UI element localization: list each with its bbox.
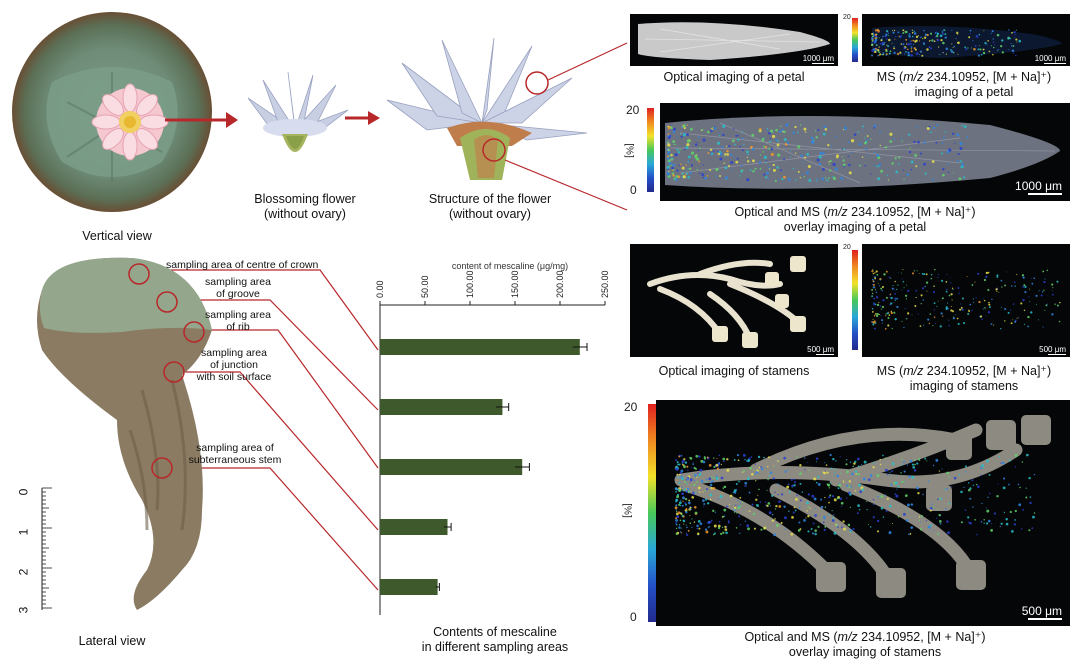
stamen-ms-caption: MS (m/z 234.10952, [M + Na]⁺) imaging of… — [876, 364, 1052, 393]
chart-x-axis-label: content of mescaline (μg/mg) — [451, 261, 569, 271]
stamen-overlay-colorbar — [648, 404, 656, 622]
stamen-overlay-scalebar: 500 μm — [1021, 604, 1062, 620]
petal-overlay-image: 1000 μm — [660, 103, 1070, 201]
chart-x-tick-label: 100.00 — [465, 270, 475, 298]
stamen-optical-scalebar: 500 μm — [807, 344, 834, 355]
cactus-ribs — [46, 67, 178, 182]
stamen-optical-image: 500 μm — [630, 244, 838, 357]
petal-overlay-colorbar-unit: [%] — [623, 143, 635, 158]
stamen-overlay-colorbar-unit: [%] — [621, 503, 633, 518]
sampling-label-groove: sampling area of groove — [205, 276, 271, 300]
petal-ms-caption: MS (m/z 234.10952, [M + Na]⁺) imaging of… — [876, 70, 1052, 99]
ruler-label-1: 1 — [16, 528, 31, 536]
petal-ms-image: 1000 μm — [862, 14, 1070, 66]
petal-overlay-colorbar — [647, 108, 654, 192]
chart-x-tick-label: 150.00 — [510, 270, 520, 298]
chart-bar — [380, 519, 448, 535]
sampling-label-stem: sampling area of subterraneous stem — [188, 442, 282, 466]
sampling-label-junction: sampling area of junction with soil surf… — [196, 347, 272, 383]
stamen-ms-scalebar: 500 μm — [1039, 344, 1066, 355]
blossoming-flower-caption: Blossoming flower (without ovary) — [254, 192, 356, 221]
petal-overlay-colorbar-min: 0 — [630, 183, 637, 197]
chart-x-tick-label: 200.00 — [555, 270, 565, 298]
chart-bar — [380, 579, 438, 595]
petal-optical-image: 1000 μm — [630, 14, 838, 66]
chart-caption: Contents of mescaline in different sampl… — [421, 625, 569, 654]
stamen-ms-colorbar — [852, 250, 858, 350]
stamen-overlay-caption: Optical and MS (m/z 234.10952, [M + Na]⁺… — [744, 630, 986, 659]
sampling-label-crown: sampling area of centre of crown — [166, 259, 319, 271]
lateral-view-caption: Lateral view — [78, 634, 146, 648]
flower-structure-caption: Structure of the flower (without ovary) — [428, 192, 552, 221]
chart-bar — [380, 399, 503, 415]
chart-bar — [380, 459, 523, 475]
ruler-label-2: 2 — [16, 568, 31, 576]
vertical-view-caption: Vertical view — [82, 229, 152, 243]
stamen-overlay-image: 500 μm — [656, 400, 1070, 626]
stamen-ms-colorbar-max: 20 — [843, 244, 851, 251]
chart-x-tick-label: 50.00 — [420, 275, 430, 298]
chart-x-tick-label: 0.00 — [375, 280, 385, 298]
ruler-label-0: 0 — [16, 488, 31, 496]
ruler — [41, 487, 52, 610]
mescaline-chart: content of mescaline (μg/mg) 0.00 50.00 10… — [345, 255, 635, 660]
chart-bar — [380, 339, 580, 355]
chart-plot: 0.00 50.00 100.00 150.00 200.00 250.00 — [375, 270, 610, 615]
stamen-overlay-colorbar-max: 20 — [624, 400, 638, 414]
petal-ms-colorbar-max: 20 — [843, 14, 851, 21]
petal-ms-colorbar — [852, 18, 858, 62]
petal-optical-scalebar: 1000 μm — [802, 53, 834, 64]
petal-optical-caption: Optical imaging of a petal — [663, 70, 805, 84]
sampling-label-rib: sampling area of rib — [205, 309, 271, 333]
chart-x-tick-label: 250.00 — [600, 270, 610, 298]
stamen-ms-image: 500 μm — [862, 244, 1070, 357]
stamen-overlay-colorbar-min: 0 — [630, 610, 637, 624]
blossoming-flower-photo — [247, 71, 349, 152]
vertical-view-photo — [12, 12, 212, 212]
petal-overlay-scalebar: 1000 μm — [1015, 179, 1062, 195]
petal-overlay-caption: Optical and MS (m/z 234.10952, [M + Na]⁺… — [734, 205, 976, 234]
flower-structure-photo — [386, 38, 588, 180]
arrow-right-icon — [165, 112, 238, 128]
ruler-label-3: 3 — [16, 606, 31, 614]
lateral-view-photo — [37, 257, 212, 610]
stamen-optical-caption: Optical imaging of stamens — [658, 364, 810, 378]
arrow-right-icon — [345, 111, 380, 125]
petal-overlay-colorbar-max: 20 — [626, 103, 640, 117]
petal-ms-scalebar: 1000 μm — [1034, 53, 1066, 64]
